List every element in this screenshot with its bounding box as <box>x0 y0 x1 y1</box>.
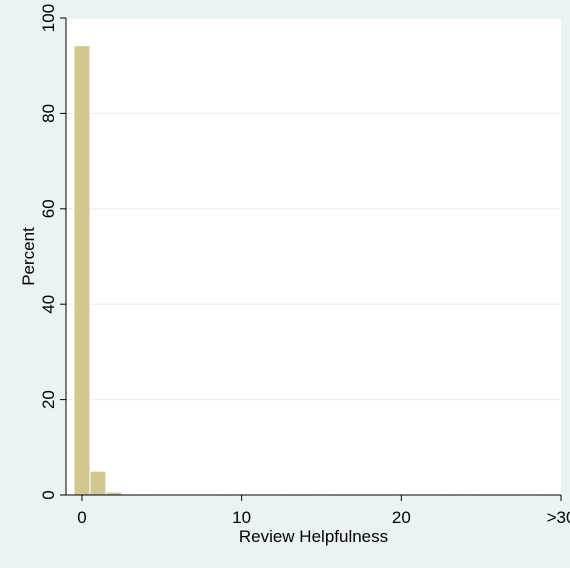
x-axis-label: Review Helpfulness <box>239 527 388 546</box>
plot-area <box>66 18 561 495</box>
x-tick-label: 10 <box>232 508 251 527</box>
y-tick-label: 40 <box>39 295 58 314</box>
y-tick-label: 20 <box>39 390 58 409</box>
x-tick-label: >30 <box>547 508 570 527</box>
histogram-bar <box>89 470 107 496</box>
x-tick-label: 0 <box>77 508 86 527</box>
y-axis-ticks: 0 20 40 60 80 100 <box>39 4 66 500</box>
x-tick-label: 20 <box>392 508 411 527</box>
histogram-bar <box>73 45 91 496</box>
y-axis-label: Percent <box>19 227 38 286</box>
y-tick-label: 0 <box>39 490 58 499</box>
y-tick-label: 100 <box>39 4 58 32</box>
x-axis-ticks: 0 10 20 >30 <box>77 495 570 527</box>
y-tick-label: 80 <box>39 104 58 123</box>
y-tick-label: 60 <box>39 199 58 218</box>
